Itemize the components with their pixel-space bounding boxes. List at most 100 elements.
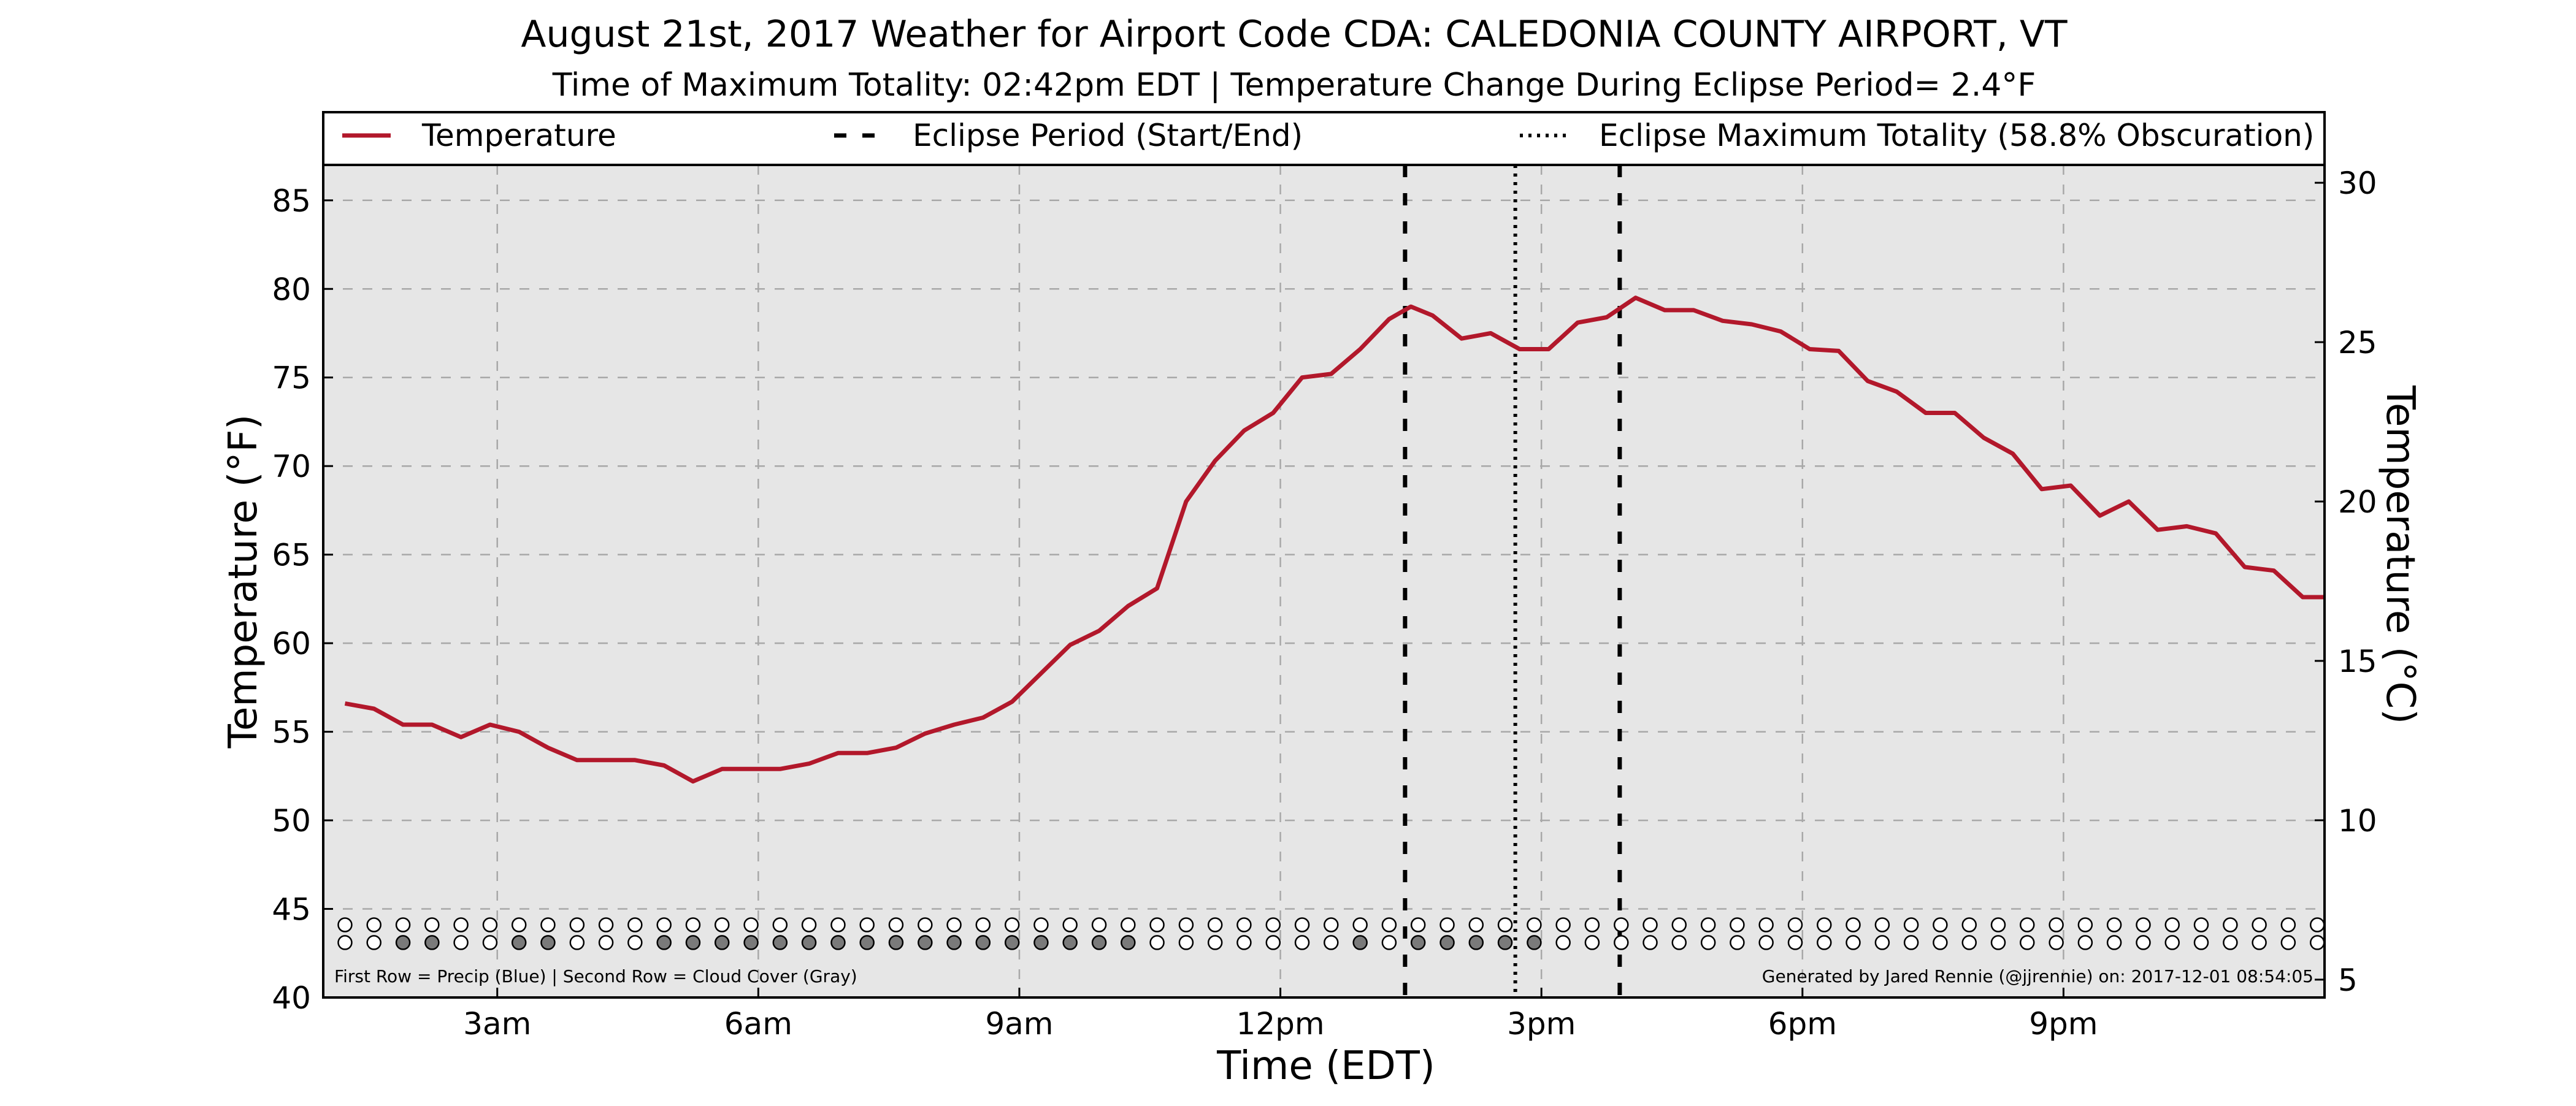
legend-temperature-label: Temperature bbox=[421, 118, 616, 153]
precip-marker bbox=[2049, 917, 2064, 932]
y-tick-label-right: 25 bbox=[2338, 325, 2377, 360]
precip-marker bbox=[1381, 917, 1397, 932]
cloud-cover-marker bbox=[772, 935, 788, 950]
cloud-cover-marker bbox=[1121, 935, 1136, 950]
precip-marker bbox=[1294, 917, 1310, 932]
precip-marker bbox=[801, 917, 817, 932]
precip-marker bbox=[2136, 917, 2151, 932]
precip-marker bbox=[1497, 917, 1513, 932]
cloud-cover-marker bbox=[2077, 935, 2093, 950]
y-tick-label-left: 55 bbox=[272, 715, 311, 750]
cloud-cover-marker bbox=[685, 935, 701, 950]
precip-marker bbox=[975, 917, 991, 932]
cloud-cover-marker bbox=[2019, 935, 2035, 950]
cloud-cover-marker bbox=[1468, 935, 1484, 950]
legend-eclipse-period-label: Eclipse Period (Start/End) bbox=[913, 118, 1303, 153]
y-tick-label-right: 20 bbox=[2338, 484, 2377, 520]
cloud-cover-marker bbox=[366, 935, 381, 950]
precip-marker bbox=[482, 917, 498, 932]
precip-marker bbox=[2164, 917, 2180, 932]
precip-marker bbox=[830, 917, 846, 932]
precip-marker bbox=[424, 917, 440, 932]
cloud-cover-marker bbox=[2309, 935, 2325, 950]
x-tick-label: 9pm bbox=[2029, 1006, 2098, 1042]
precip-marker bbox=[946, 917, 962, 932]
precip-marker bbox=[1033, 917, 1049, 932]
cloud-cover-marker bbox=[1903, 935, 1919, 950]
precip-marker bbox=[453, 917, 469, 932]
precip-marker bbox=[1439, 917, 1455, 932]
precip-marker bbox=[1846, 917, 1861, 932]
y-axis-label-right: Temperature (°C) bbox=[2377, 385, 2423, 724]
precip-marker bbox=[1903, 917, 1919, 932]
precip-marker bbox=[366, 917, 381, 932]
cloud-cover-marker bbox=[1410, 935, 1426, 950]
precip-marker bbox=[1265, 917, 1281, 932]
cloud-cover-marker bbox=[1033, 935, 1049, 950]
cloud-cover-marker bbox=[946, 935, 962, 950]
precip-marker bbox=[2019, 917, 2035, 932]
precip-marker bbox=[743, 917, 759, 932]
y-tick-label-right: 30 bbox=[2338, 166, 2377, 201]
cloud-cover-marker bbox=[1324, 935, 1339, 950]
precip-marker bbox=[627, 917, 643, 932]
precip-marker bbox=[1091, 917, 1107, 932]
cloud-cover-marker bbox=[2136, 935, 2151, 950]
cloud-cover-marker bbox=[1439, 935, 1455, 950]
precip-marker bbox=[1817, 917, 1832, 932]
precip-marker bbox=[1468, 917, 1484, 932]
cloud-cover-marker bbox=[1236, 935, 1252, 950]
y-tick-label-left: 85 bbox=[272, 183, 311, 219]
precip-marker bbox=[714, 917, 730, 932]
cloud-cover-marker bbox=[1933, 935, 1948, 950]
precip-marker bbox=[1207, 917, 1223, 932]
cloud-cover-marker bbox=[801, 935, 817, 950]
cloud-cover-marker bbox=[540, 935, 556, 950]
cloud-cover-marker bbox=[1527, 935, 1542, 950]
legend-frame bbox=[322, 111, 2326, 166]
cloud-cover-marker bbox=[1091, 935, 1107, 950]
cloud-cover-marker bbox=[2106, 935, 2122, 950]
y-tick-label-left: 50 bbox=[272, 803, 311, 839]
cloud-cover-marker bbox=[482, 935, 498, 950]
cloud-cover-marker bbox=[1004, 935, 1020, 950]
chart-subtitle: Time of Maximum Totality: 02:42pm EDT | … bbox=[552, 67, 2036, 104]
cloud-cover-marker bbox=[2049, 935, 2064, 950]
y-tick-label-left: 45 bbox=[272, 892, 311, 928]
cloud-cover-marker bbox=[1643, 935, 1658, 950]
precip-marker bbox=[1671, 917, 1687, 932]
cloud-cover-marker bbox=[511, 935, 527, 950]
cloud-cover-marker bbox=[453, 935, 469, 950]
precip-marker bbox=[1874, 917, 1890, 932]
series-layer bbox=[344, 296, 2325, 784]
precip-marker bbox=[859, 917, 875, 932]
precip-marker bbox=[1555, 917, 1571, 932]
cloud-cover-marker bbox=[2252, 935, 2267, 950]
y-tick-label-right: 15 bbox=[2338, 644, 2377, 679]
precip-marker bbox=[1961, 917, 1977, 932]
gridlines bbox=[323, 165, 2325, 997]
precip-marker bbox=[511, 917, 527, 932]
precip-marker bbox=[2252, 917, 2267, 932]
y-tick-label-left: 80 bbox=[272, 272, 311, 307]
plot-area bbox=[323, 165, 2325, 997]
cloud-cover-marker bbox=[888, 935, 904, 950]
cloud-cover-marker bbox=[1265, 935, 1281, 950]
precip-marker bbox=[2077, 917, 2093, 932]
precip-marker bbox=[1700, 917, 1716, 932]
precip-marker bbox=[2106, 917, 2122, 932]
x-axis-label: Time (EDT) bbox=[1216, 1043, 1435, 1089]
y-axis-label-left: Temperature (°F) bbox=[221, 414, 266, 749]
precip-marker bbox=[1352, 917, 1368, 932]
precip-marker bbox=[2280, 917, 2296, 932]
cloud-cover-marker bbox=[1961, 935, 1977, 950]
cloud-cover-marker bbox=[1352, 935, 1368, 950]
legend: Temperature Eclipse Period (Start/End) E… bbox=[322, 111, 2326, 166]
x-axis: 3am 6am 9am 12pm 3pm 6pm 9pm bbox=[463, 988, 2098, 1042]
precip-marker bbox=[1410, 917, 1426, 932]
y-axis-left: 40 45 50 55 60 65 70 75 80 85 bbox=[272, 183, 333, 1016]
cloud-cover-marker bbox=[1178, 935, 1194, 950]
cloud-cover-marker bbox=[918, 935, 933, 950]
cloud-cover-marker bbox=[337, 935, 353, 950]
